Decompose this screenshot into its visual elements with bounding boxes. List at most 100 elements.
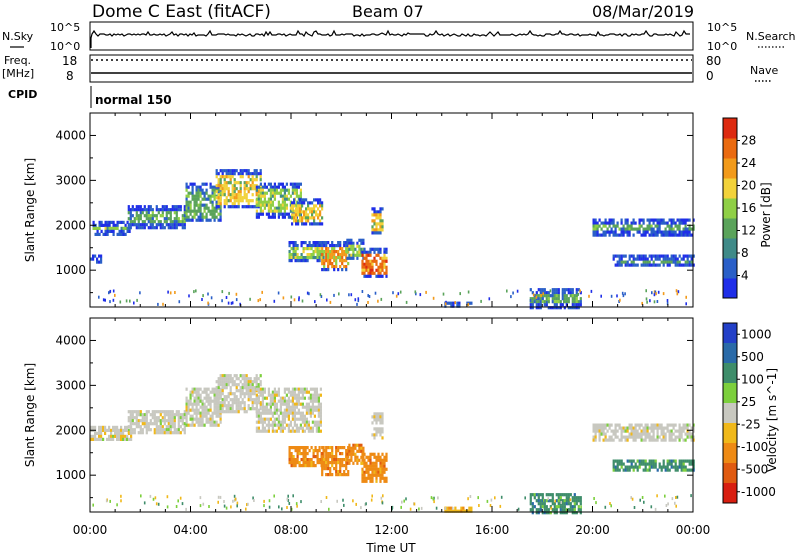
echo-region [255, 387, 322, 433]
echo-region [371, 412, 384, 440]
freq-frame [89, 54, 694, 83]
ground-scatter [98, 289, 687, 306]
power-colorbar: 4 8 12 16 20 24 28 [722, 117, 756, 299]
colorbar-tick-label: -100 [741, 440, 768, 454]
colorbar-segment [723, 403, 737, 424]
colorbar-tick-label: 4 [741, 269, 749, 283]
nave-label: Nave [750, 64, 778, 77]
echo-region [529, 493, 582, 515]
x-tick-label: 00:00 [73, 523, 108, 537]
colorbar-tick-label: -500 [741, 462, 768, 476]
echo-region [291, 198, 324, 226]
y-tick-label: 3000 [55, 378, 86, 392]
colorbar-segment [723, 463, 737, 484]
colorbar-tick-label: 16 [741, 201, 756, 215]
y-tick-label: 4000 [55, 333, 86, 347]
echo-region [444, 301, 473, 308]
colorbar-segment [723, 218, 737, 239]
nsky-label: N.Sky [2, 30, 34, 43]
colorbar-segment [723, 158, 737, 179]
x-tick-label: 00:00 [676, 523, 711, 537]
power-echoes [90, 169, 695, 310]
nave-top-tick: 80 [706, 54, 721, 68]
cpid-label: CPID [8, 88, 37, 101]
colorbar-tick-label: 24 [741, 156, 756, 170]
colorbar-tick-label: 500 [741, 350, 764, 364]
station-title: Dome C East (fitACF) [92, 2, 271, 22]
y-tick-label: 1000 [55, 263, 86, 277]
x-tick-label: 20:00 [575, 523, 610, 537]
y-tick-label: 2000 [55, 218, 86, 232]
velocity-ylabel: Slant Range [km] [23, 363, 37, 467]
colorbar-segment [723, 118, 737, 139]
echo-region [529, 288, 582, 310]
freq-top-tick: 18 [62, 54, 77, 68]
freq-bottom-tick: 8 [66, 69, 74, 83]
echo-region [371, 207, 384, 235]
x-tick-label: 08:00 [274, 523, 309, 537]
echo-region [90, 254, 103, 264]
colorbar-segment [723, 343, 737, 364]
power-panel: 1000 2000 3000 4000 Slant Range [km] 4 8 12 16… [23, 112, 773, 310]
echo-region [592, 423, 695, 442]
ground-scatter [92, 494, 692, 511]
colorbar-segment [723, 258, 737, 279]
colorbar-segment [723, 178, 737, 199]
echo-region [288, 241, 325, 263]
y-tick-label: 3000 [55, 173, 86, 187]
nsearch-label: N.Search [746, 30, 796, 43]
echo-region [361, 452, 388, 483]
colorbar-tick-label: 20 [741, 179, 756, 193]
colorbar-segment [723, 323, 737, 344]
nsky-top-tick: 10^5 [50, 21, 80, 34]
velocity-colorbar: 1000 500 100 25 -25 -100 -500 -1000 [722, 322, 776, 504]
nsky-frame [89, 21, 694, 51]
y-tick-label: 4000 [55, 128, 86, 142]
xaxis-label: Time UT [365, 541, 416, 554]
echo-region [346, 443, 365, 465]
beam-title: Beam 07 [352, 2, 424, 21]
y-tick-label: 1000 [55, 468, 86, 482]
colorbar-tick-label: 28 [741, 134, 756, 148]
velocity-echoes [90, 374, 695, 515]
colorbar-segment [723, 383, 737, 404]
echo-region [612, 459, 695, 472]
echo-region [92, 220, 131, 236]
freq-label: Freq. [4, 54, 31, 67]
cpid-row: CPID normal 150 [8, 86, 172, 108]
echo-region [215, 374, 262, 414]
echo-region [444, 506, 473, 513]
colorbar-tick-label: 25 [741, 395, 756, 409]
freq-panel: Freq. [MHz] 18 8 80 0 Nave [2, 54, 778, 83]
x-tick-label: 12:00 [374, 523, 409, 537]
colorbar-segment [723, 443, 737, 464]
nsky-bottom-tick: 10^0 [50, 40, 80, 53]
velocity-panel: 1000 2000 3000 4000 00:00 04:00 08:00 12:00 16:0… [23, 317, 779, 554]
echo-region [215, 169, 262, 209]
colorbar-segment [723, 363, 737, 384]
date-title: 08/Mar/2019 [592, 2, 694, 21]
colorbar-tick-label: -25 [741, 417, 761, 431]
echo-region [127, 205, 186, 230]
power-axes: 1000 2000 3000 4000 [55, 112, 694, 307]
velocity-axes: 1000 2000 3000 4000 00:00 04:00 08:00 12:00 16:0… [55, 317, 711, 537]
colorbar-tick-label: 1000 [741, 327, 772, 341]
x-tick-label: 16:00 [475, 523, 510, 537]
colorbar-tick-label: 8 [741, 246, 749, 260]
velocity-colorbar-label: Velocity [m s^-1] [765, 368, 779, 472]
echo-region [288, 446, 325, 468]
colorbar-segment [723, 423, 737, 444]
echo-region [90, 425, 133, 441]
power-colorbar-label: Power [dB] [759, 182, 773, 247]
echo-region [185, 182, 222, 222]
freq-unit: [MHz] [2, 67, 34, 80]
echo-region [592, 218, 695, 237]
colorbar-tick-label: 12 [741, 224, 756, 238]
colorbar-segment [723, 138, 737, 159]
nsearch-bottom-tick: 10^0 [707, 40, 737, 53]
colorbar-segment [723, 238, 737, 259]
echo-region [361, 247, 388, 278]
power-ylabel: Slant Range [km] [23, 158, 37, 262]
cpid-value: normal 150 [95, 93, 172, 107]
